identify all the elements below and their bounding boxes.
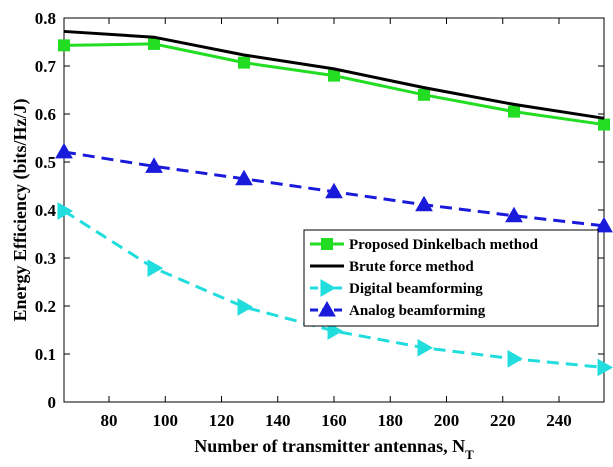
x-axis-title-subscript: T xyxy=(465,447,474,462)
data-point xyxy=(507,349,524,368)
x-tick-label: 240 xyxy=(546,411,572,430)
y-axis-title: Energy Efficiency (bits/Hz/J) xyxy=(10,99,31,322)
x-tick-label: 140 xyxy=(265,411,291,430)
data-point xyxy=(595,216,613,233)
legend-item: Brute force method xyxy=(310,259,474,275)
data-point xyxy=(597,358,613,377)
x-tick-label: 100 xyxy=(153,411,179,430)
x-tick-label: 200 xyxy=(434,411,460,430)
x-axis-ticks: 80 100 120 140 160 180 200 220 240 xyxy=(101,18,572,430)
y-tick-label: 0.3 xyxy=(35,249,56,268)
y-tick-label: 0.2 xyxy=(35,297,56,316)
data-point xyxy=(238,56,250,69)
x-axis-title-main: Number of transmitter antennas, N xyxy=(194,436,465,456)
y-tick-label: 0.5 xyxy=(35,153,56,172)
data-point xyxy=(328,69,340,82)
series-brute-force-method xyxy=(63,29,605,120)
legend-label: Brute force method xyxy=(349,259,474,275)
legend-label: Analog beamforming xyxy=(349,303,486,319)
x-tick-label: 180 xyxy=(378,411,404,430)
series-proposed-dinkelbach-method xyxy=(58,37,610,131)
legend-swatch-marker xyxy=(321,238,333,250)
data-point xyxy=(415,195,433,212)
legend-label: Proposed Dinkelbach method xyxy=(349,237,539,253)
legend-item: Proposed Dinkelbach method xyxy=(310,237,539,253)
y-tick-label: 0 xyxy=(48,393,57,412)
data-point xyxy=(325,182,343,199)
data-point xyxy=(505,206,523,223)
y-tick-label: 0.7 xyxy=(35,57,57,76)
data-point xyxy=(58,39,70,52)
data-point xyxy=(147,259,164,277)
legend-swatch-marker xyxy=(320,279,337,297)
data-point xyxy=(235,169,253,186)
data-point xyxy=(508,105,520,118)
data-point xyxy=(237,298,254,316)
legend-item: Analog beamforming xyxy=(310,300,486,319)
x-axis-title: Number of transmitter antennas, NT xyxy=(194,436,474,462)
legend-swatch-marker xyxy=(318,300,336,317)
data-point xyxy=(418,88,430,101)
y-tick-label: 0.8 xyxy=(35,9,56,28)
x-tick-label: 120 xyxy=(209,411,235,430)
y-tick-label: 0.4 xyxy=(35,201,57,220)
data-point xyxy=(598,118,610,131)
data-point xyxy=(327,322,344,340)
y-tick-label: 0.1 xyxy=(35,345,56,364)
series-layer xyxy=(55,29,613,377)
x-tick-label: 220 xyxy=(490,411,516,430)
series-digital-beamforming xyxy=(57,202,613,377)
data-point xyxy=(55,142,73,159)
x-tick-label: 80 xyxy=(101,411,118,430)
data-point xyxy=(417,338,434,357)
data-point xyxy=(57,202,74,220)
series-line xyxy=(63,29,605,120)
data-point xyxy=(148,37,160,50)
y-axis-ticks: 0 0.1 0.2 0.3 0.4 0.5 0.6 0.7 0.8 xyxy=(35,9,604,412)
y-tick-label: 0.6 xyxy=(35,105,56,124)
legend-box xyxy=(303,229,599,327)
series-analog-beamforming xyxy=(55,142,613,233)
data-point xyxy=(145,157,163,173)
legend: Proposed Dinkelbach method Brute force me… xyxy=(303,229,599,327)
legend-item: Digital beamforming xyxy=(310,279,483,297)
legend-label: Digital beamforming xyxy=(349,281,483,297)
x-tick-label: 160 xyxy=(321,411,347,430)
